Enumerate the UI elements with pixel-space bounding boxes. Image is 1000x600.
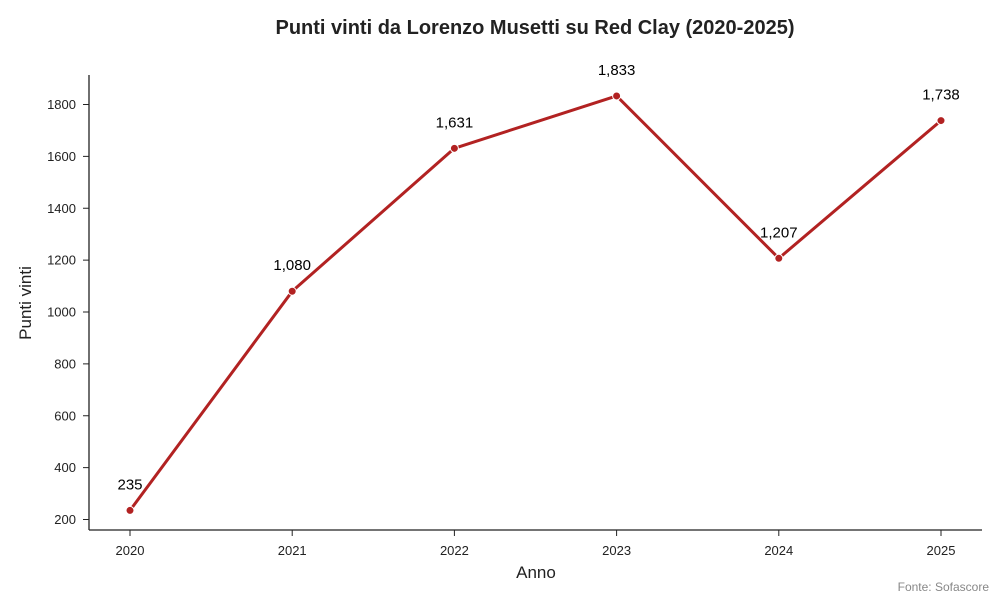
source-note: Fonte: Sofascore [898,580,990,594]
y-axis-label: Punti vinti [16,266,35,340]
y-tick-label: 1200 [47,253,76,268]
x-tick-label: 2025 [927,543,956,558]
data-label: 235 [117,476,142,493]
y-tick-label: 1000 [47,305,76,320]
data-point [449,143,459,153]
data-point [774,253,784,263]
y-tick-label: 1800 [47,97,76,112]
x-tick-label: 2022 [440,543,469,558]
y-axis-ticks: 200 400 600 800 1000 1200 1400 1600 1800 [47,97,89,527]
x-axis-label: Anno [516,563,556,582]
data-point [936,116,946,126]
y-tick-label: 800 [54,356,76,371]
series-line [128,94,943,512]
data-label: 1,080 [273,257,311,274]
x-tick-label: 2023 [602,543,631,558]
data-label: 1,738 [922,87,960,104]
y-tick-label: 200 [54,512,76,527]
x-axis-ticks: 2020 2021 2022 2023 2024 2025 [116,530,956,558]
y-tick-label: 400 [54,460,76,475]
data-point [125,505,135,515]
data-label: 1,833 [598,62,636,79]
y-tick-label: 1600 [47,149,76,164]
data-label: 1,207 [760,224,798,241]
x-tick-label: 2024 [764,543,793,558]
chart-title: Punti vinti da Lorenzo Musetti su Red Cl… [275,17,794,39]
data-labels: 235 1,080 1,631 1,833 1,207 1,738 [117,62,959,493]
x-tick-label: 2020 [116,543,145,558]
y-tick-label: 1400 [47,201,76,216]
data-points [125,91,946,515]
y-tick-label: 600 [54,408,76,423]
data-point [287,286,297,296]
x-tick-label: 2021 [278,543,307,558]
data-label: 1,631 [436,114,474,131]
data-point [612,91,622,101]
